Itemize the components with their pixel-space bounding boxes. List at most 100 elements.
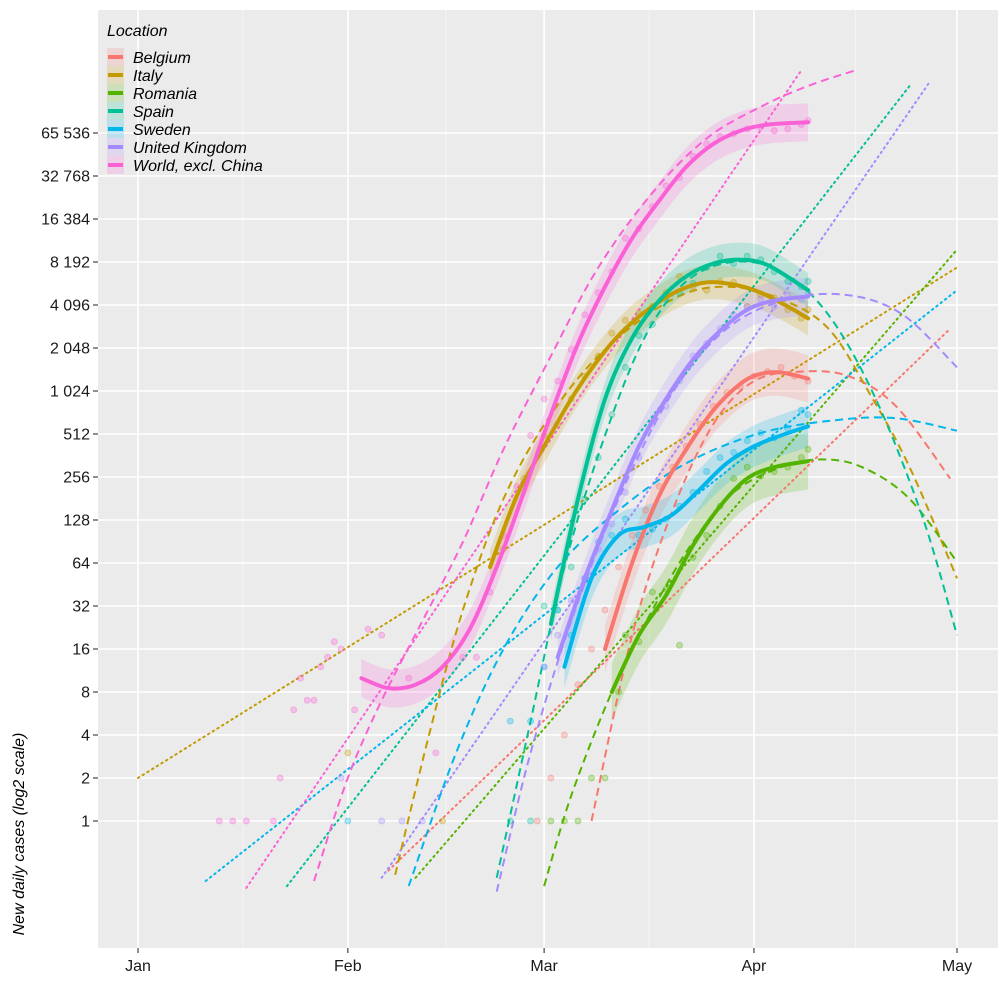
confidence-band-spain: [550, 242, 809, 641]
data-point-belgium: [574, 681, 582, 689]
data-point-world-excl-china: [770, 127, 778, 135]
x-axis: Jan Feb Mar Apr May: [125, 948, 972, 975]
legend: Location BelgiumItalyRomaniaSpainSwedenUn…: [107, 23, 263, 175]
data-point-united-kingdom: [337, 774, 345, 782]
data-point-world-excl-china: [621, 234, 629, 242]
forecast-curve-spain: [495, 260, 958, 879]
data-point-sweden: [716, 454, 724, 461]
data-point-sweden: [506, 717, 514, 725]
data-point-romania: [621, 631, 629, 639]
x-tick-label: Feb: [334, 958, 362, 975]
legend-label-italy: Italy: [133, 68, 163, 85]
data-point-world-excl-china: [310, 696, 318, 704]
trend-line-spain: [285, 84, 911, 888]
x-tick-label: May: [942, 958, 972, 975]
data-point-world-excl-china: [432, 749, 440, 757]
y-tick-label: 4: [81, 728, 90, 745]
data-point-world-excl-china: [303, 696, 311, 704]
y-tick-label: 16: [72, 642, 90, 659]
y-tick-label: 8 192: [50, 255, 90, 272]
data-point-sweden: [804, 411, 812, 418]
y-tick-label: 256: [63, 470, 90, 487]
data-point-world-excl-china: [337, 645, 345, 653]
trend-lines: [137, 69, 958, 889]
legend-label-romania: Romania: [133, 86, 197, 103]
data-point-world-excl-china: [229, 817, 237, 825]
data-point-belgium: [642, 506, 650, 514]
x-tick-label: Jan: [125, 958, 151, 975]
data-point-world-excl-china: [330, 638, 338, 646]
y-tick-label: 16 384: [41, 212, 90, 229]
y-tick-label: 8: [81, 685, 90, 702]
data-point-united-kingdom: [608, 520, 616, 528]
legend-label-world-excl-china: World, excl. China: [133, 158, 263, 175]
data-point-belgium: [601, 606, 609, 614]
data-point-united-kingdom: [621, 488, 629, 496]
data-point-belgium: [547, 774, 555, 782]
minor-gridlines: [242, 10, 856, 948]
legend-title: Location: [107, 23, 168, 40]
confidence-band-united-kingdom: [557, 277, 809, 677]
forecast-curve-united-kingdom: [495, 292, 958, 892]
data-point-belgium: [588, 645, 595, 653]
data-point-italy: [621, 316, 629, 324]
x-tick-label: Mar: [530, 958, 558, 975]
data-point-belgium: [561, 731, 568, 739]
data-point-romania: [547, 817, 555, 825]
confidence-band-italy: [490, 265, 809, 584]
data-point-world-excl-china: [784, 125, 792, 133]
data-point-romania: [730, 475, 738, 482]
legend-label-spain: Spain: [133, 104, 174, 121]
data-point-belgium: [628, 531, 636, 539]
y-tick-label: 1 024: [50, 384, 90, 401]
data-point-world-excl-china: [351, 706, 358, 714]
forecast-curve-italy: [394, 285, 958, 876]
data-point-world-excl-china: [324, 653, 331, 661]
data-point-belgium: [615, 563, 622, 571]
data-point-romania: [601, 774, 609, 782]
confidence-band-belgium: [605, 348, 809, 673]
y-tick-label: 32 768: [41, 169, 90, 186]
data-point-spain: [716, 252, 724, 260]
data-point-romania: [588, 774, 595, 782]
data-point-world-excl-china: [215, 817, 223, 825]
y-tick-label: 64: [72, 556, 90, 573]
y-tick-label: 2: [81, 771, 90, 788]
data-point-world-excl-china: [290, 706, 298, 714]
data-point-italy: [608, 329, 616, 337]
y-axis: 1 2 4 8 16 32 64 128 256 512 1 024 2 048 4 096 8 192 1…: [41, 126, 98, 831]
x-tick-label: Apr: [741, 958, 767, 975]
data-point-united-kingdom: [757, 295, 765, 303]
data-point-romania: [703, 531, 710, 539]
data-point-world-excl-china: [297, 674, 304, 682]
data-point-world-excl-china: [242, 817, 250, 825]
data-point-spain: [506, 817, 514, 825]
data-point-spain: [581, 495, 589, 503]
data-point-italy: [439, 817, 446, 825]
data-point-romania: [574, 817, 582, 825]
data-point-belgium: [533, 817, 541, 825]
data-point-sweden: [797, 406, 805, 414]
data-point-spain: [608, 411, 616, 418]
forecast-curve-belgium: [590, 370, 952, 822]
data-point-world-excl-china: [527, 432, 534, 439]
y-tick-label: 32: [72, 599, 90, 616]
y-tick-label: 128: [63, 513, 90, 530]
legend-label-sweden: Sweden: [133, 122, 191, 139]
smooth-curve-romania: [609, 459, 811, 694]
data-point-sweden: [743, 437, 751, 445]
data-point-romania: [561, 817, 568, 825]
data-point-sweden: [703, 468, 710, 475]
legend-label-united-kingdom: United Kingdom: [133, 140, 247, 157]
major-gridlines: [98, 10, 998, 948]
data-point-world-excl-china: [378, 631, 386, 639]
data-point-sweden: [527, 717, 534, 725]
data-point-romania: [615, 688, 622, 696]
data-point-sweden: [344, 817, 352, 825]
data-point-romania: [676, 641, 683, 649]
data-point-romania: [804, 445, 812, 453]
forecast-curve-world-excl-china: [313, 69, 856, 882]
data-point-romania: [797, 454, 805, 461]
data-point-united-kingdom: [567, 597, 575, 604]
trend-line-italy: [137, 266, 958, 779]
